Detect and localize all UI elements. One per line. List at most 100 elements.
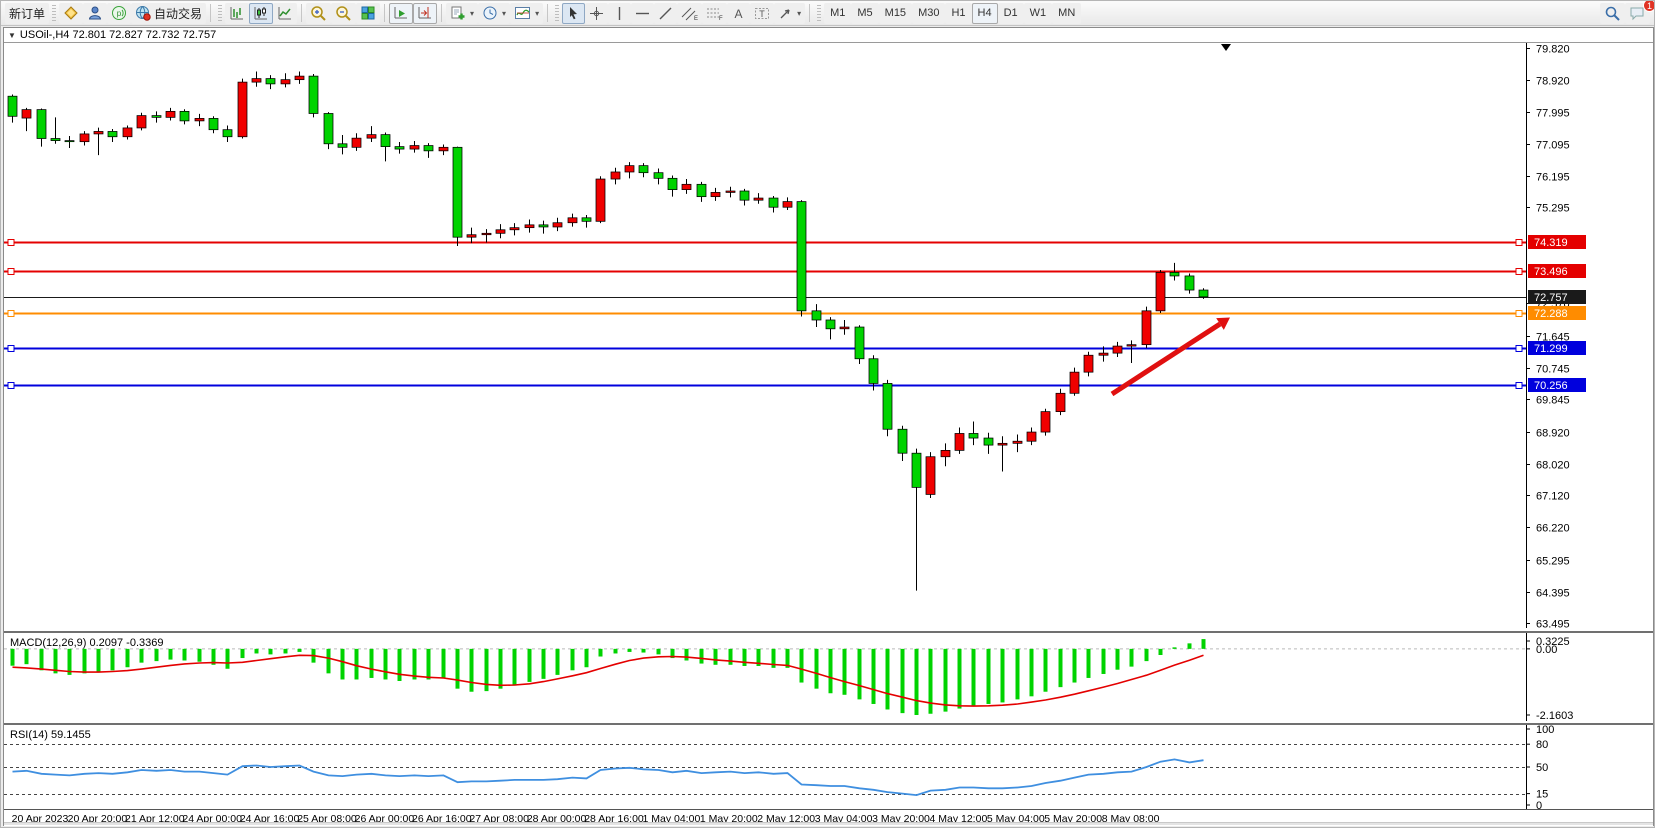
bar-chart-mode-button[interactable]	[225, 2, 250, 24]
new-order-button[interactable]: 新订单	[5, 2, 50, 24]
price-badge	[1528, 235, 1586, 249]
new-chart-button[interactable]: ▾	[446, 2, 479, 24]
chart-shift-button[interactable]	[413, 2, 438, 24]
label-tool-button[interactable]: T	[750, 2, 775, 24]
price-badge-label: 70.256	[1534, 380, 1568, 392]
candle-body	[667, 177, 678, 190]
text-icon: A	[735, 7, 743, 21]
text-tool-button[interactable]: A	[727, 2, 751, 24]
dropdown-caret-icon: ▾	[797, 8, 802, 18]
timeframe-button-mn[interactable]: MN	[1052, 2, 1082, 24]
timeframe-button-m15[interactable]: M15	[878, 2, 913, 24]
svg-text:78.920: 78.920	[1536, 76, 1570, 88]
hline-handle[interactable]	[7, 382, 15, 389]
signals-button[interactable]: p	[107, 2, 132, 24]
candle-body	[753, 197, 764, 201]
search-button[interactable]	[1600, 2, 1625, 24]
price-badge	[1528, 341, 1586, 355]
rsi-line	[12, 758, 1204, 797]
candle-body	[768, 197, 779, 208]
candle-body	[567, 217, 578, 224]
arrows-tool-button[interactable]: ▾	[774, 2, 806, 24]
candle-body	[1169, 272, 1180, 277]
timeframe-button-m5[interactable]: M5	[851, 2, 879, 24]
hline-handle[interactable]	[1515, 239, 1523, 246]
candle-body	[882, 383, 893, 430]
svg-text:79.820: 79.820	[1536, 44, 1570, 56]
trendline-tool-button[interactable]	[654, 2, 678, 24]
gold-charts-button[interactable]	[59, 2, 84, 24]
candlestick-mode-button[interactable]	[249, 2, 274, 24]
globe-icon	[136, 6, 151, 21]
trend-arrow-head[interactable]	[1216, 317, 1230, 330]
tile-windows-button[interactable]	[356, 2, 381, 24]
search-icon	[1605, 6, 1620, 21]
autotrading-label: 自动交易	[154, 6, 203, 21]
candle-body	[481, 232, 492, 236]
timeframe-button-m30[interactable]: M30	[912, 2, 946, 24]
timeframe-button-h4[interactable]: H4	[971, 2, 998, 24]
zoom-in-button[interactable]	[306, 2, 332, 24]
candle-body	[825, 319, 836, 330]
main-chart-canvas[interactable]: 79.82078.92077.99577.09576.19575.29572.5…	[4, 43, 1653, 628]
candle-body	[50, 138, 61, 141]
candle-body	[1026, 431, 1037, 442]
candle-body	[796, 201, 807, 312]
svg-text:77.995: 77.995	[1536, 108, 1570, 120]
crosshair-tool-button[interactable]	[585, 2, 609, 24]
status-bar	[4, 822, 1653, 825]
candle-body	[323, 113, 334, 145]
timeframe-button-d1[interactable]: D1	[997, 2, 1024, 24]
rsi-panel: 100 80 50 15 0 RSI(14) 59.1455	[4, 723, 1653, 809]
svg-text:70.745: 70.745	[1536, 364, 1570, 376]
trend-arrow[interactable]	[1110, 321, 1222, 397]
zoom-out-button[interactable]	[331, 2, 357, 24]
channel-tool-button[interactable]: E	[677, 2, 703, 24]
line-chart-mode-button[interactable]	[273, 2, 298, 24]
shift-marker-icon[interactable]	[1221, 44, 1231, 51]
candle-body	[251, 78, 262, 83]
hline-handle[interactable]	[1515, 268, 1523, 275]
candle-body	[696, 183, 707, 198]
candle-body	[1069, 371, 1080, 394]
hline-handle[interactable]	[1515, 382, 1523, 389]
candle-body	[1055, 392, 1066, 412]
candle-body	[93, 131, 104, 135]
hline-handle[interactable]	[7, 239, 15, 246]
candle-body	[107, 131, 118, 138]
collapse-icon[interactable]: ▼	[8, 30, 16, 40]
candle-body	[1141, 310, 1152, 346]
horizontal-line-tool-button[interactable]	[631, 2, 655, 24]
hline-handle[interactable]	[7, 345, 15, 352]
candle-body	[237, 81, 248, 138]
autotrading-button[interactable]: 自动交易	[131, 2, 207, 24]
indicators-button[interactable]: ▾	[510, 2, 544, 24]
rsi-canvas[interactable]: 100 80 50 150 RSI(14) 59.1455	[4, 725, 1653, 809]
timeframe-button-m1[interactable]: M1	[824, 2, 852, 24]
cursor-tool-button[interactable]	[562, 2, 586, 24]
hline-handle[interactable]	[7, 310, 15, 317]
candle-body	[725, 190, 736, 193]
timeframe-button-h1[interactable]: H1	[945, 2, 972, 24]
fibonacci-tool-button[interactable]: F	[702, 2, 728, 24]
equidistant-channel-icon: E	[681, 7, 698, 21]
candle-body	[409, 145, 420, 150]
auto-scroll-button[interactable]	[389, 2, 414, 24]
horizontal-line-icon	[636, 12, 650, 14]
hline-handle[interactable]	[1515, 310, 1523, 317]
candle-body	[36, 109, 47, 139]
timeframe-button-w1[interactable]: W1	[1023, 2, 1053, 24]
candle-body	[739, 190, 750, 201]
profile-button[interactable]	[83, 2, 108, 24]
toolbar-grip	[555, 5, 560, 21]
candle-body	[1184, 275, 1195, 291]
candle-body	[1198, 289, 1209, 298]
periods-button[interactable]: ▾	[478, 2, 511, 24]
vertical-line-tool-button[interactable]	[608, 2, 632, 24]
trendline-icon	[659, 7, 672, 19]
svg-text:65.295: 65.295	[1536, 556, 1570, 568]
hline-handle[interactable]	[1515, 345, 1523, 352]
svg-text:50: 50	[1536, 762, 1548, 774]
hline-handle[interactable]	[7, 268, 15, 275]
